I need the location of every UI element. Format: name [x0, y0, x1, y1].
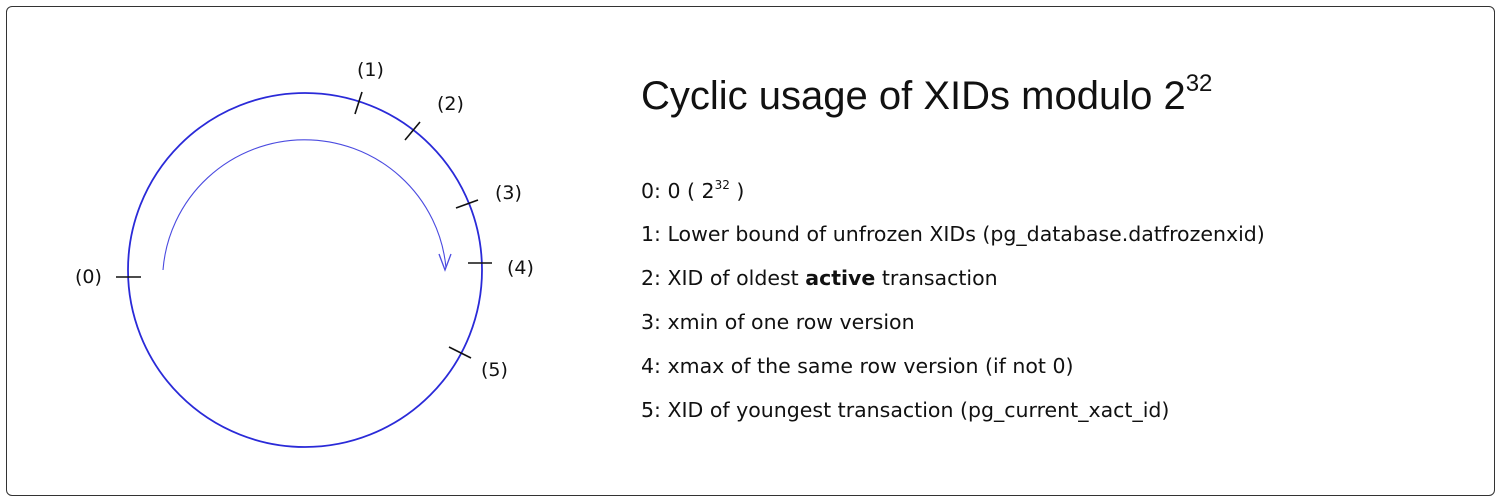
legend-item-1: 1: Lower bound of unfrozen XIDs (pg_data…	[641, 222, 1265, 246]
legend-item-4: 4: xmax of the same row version (if not …	[641, 354, 1074, 378]
diagram-frame	[6, 6, 1495, 496]
legend-item-0: 0: 0 ( 232 )	[641, 178, 745, 203]
tick-1	[354, 91, 363, 115]
legend-item-3: 3: xmin of one row version	[641, 310, 915, 334]
marker-label-0: (0)	[75, 266, 102, 288]
tick-5	[448, 346, 472, 359]
legend-item-5: 5: XID of youngest transaction (pg_curre…	[641, 398, 1170, 422]
marker-label-3: (3)	[495, 182, 522, 204]
marker-label-1: (1)	[357, 59, 384, 81]
diagram-title: Cyclic usage of XIDs modulo 232	[641, 70, 1213, 118]
xid-circle	[127, 92, 483, 448]
direction-arrow	[162, 139, 447, 271]
tick-3	[455, 199, 479, 209]
marker-label-5: (5)	[481, 359, 508, 381]
marker-label-4: (4)	[507, 257, 534, 279]
legend-item-2: 2: XID of oldest active transaction	[641, 266, 998, 290]
marker-label-2: (2)	[437, 93, 464, 115]
tick-2	[404, 121, 421, 141]
arrowhead	[438, 253, 452, 272]
